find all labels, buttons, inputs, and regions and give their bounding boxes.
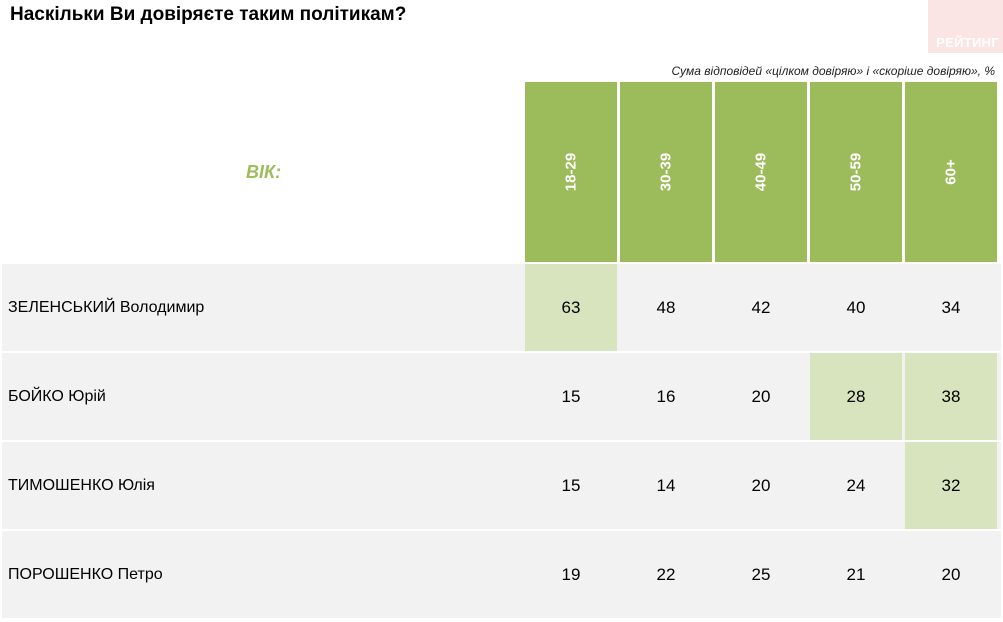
trust-value-cell: 40	[846, 297, 866, 317]
trust-value-cell: 25	[751, 564, 771, 584]
table-row: ЗЕЛЕНСЬКИЙ Володимир 63 48 42 40 34	[2, 264, 1001, 351]
age-column-label: 40-49	[752, 152, 770, 192]
trust-value-cell: 19	[561, 564, 581, 584]
politician-name: ПОРОШЕНКО Петро	[8, 565, 163, 583]
trust-value-cell: 16	[656, 386, 676, 406]
trust-value-cell: 28	[810, 353, 902, 440]
trust-value-cell: 22	[656, 564, 676, 584]
rating-logo: РЕЙТИНГ	[928, 0, 1003, 53]
trust-value-cell: 38	[905, 353, 997, 440]
chart-subtitle-note: Сума відповідей «цілком довіряю» і «скор…	[671, 64, 995, 78]
trust-value-cell: 15	[561, 475, 581, 495]
trust-value-cell: 24	[846, 475, 866, 495]
table-row: ПОРОШЕНКО Петро 19 22 25 21 20	[2, 531, 1001, 618]
trust-value-cell: 15	[561, 386, 581, 406]
politician-name: ЗЕЛЕНСЬКИЙ Володимир	[8, 298, 205, 316]
age-column-label: 18-29	[562, 152, 580, 192]
trust-value-cell: 20	[751, 386, 771, 406]
trust-value-cell: 32	[905, 442, 997, 529]
age-header-label: ВІК:	[246, 162, 282, 182]
trust-value-cell: 48	[656, 297, 676, 317]
trust-value-cell: 20	[941, 564, 961, 584]
age-column-header: 18-29	[525, 82, 617, 262]
age-column-header: 30-39	[620, 82, 712, 262]
table-row: БОЙКО Юрій 15 16 20 28 38	[2, 353, 1001, 440]
table-row: ТИМОШЕНКО Юлія 15 14 20 24 32	[2, 442, 1001, 529]
header-label-area	[2, 82, 524, 262]
politician-name: БОЙКО Юрій	[8, 387, 106, 405]
age-column-header: 60+	[905, 82, 997, 262]
age-column-label: 30-39	[657, 152, 675, 192]
age-column-label: 60+	[942, 159, 960, 185]
trust-value-cell: 21	[846, 564, 866, 584]
trust-value-cell: 20	[751, 475, 771, 495]
chart-title: Наскільки Ви довіряєте таким політикам?	[10, 4, 407, 25]
age-column-header: 50-59	[810, 82, 902, 262]
rating-logo-text: РЕЙТИНГ	[936, 35, 999, 50]
trust-value-cell: 14	[656, 475, 676, 495]
age-column-label: 50-59	[847, 152, 865, 192]
trust-value-cell: 42	[751, 297, 771, 317]
trust-value-cell: 34	[941, 297, 961, 317]
trust-value-cell: 63	[525, 264, 617, 351]
politician-name: ТИМОШЕНКО Юлія	[8, 476, 155, 494]
age-column-header: 40-49	[715, 82, 807, 262]
